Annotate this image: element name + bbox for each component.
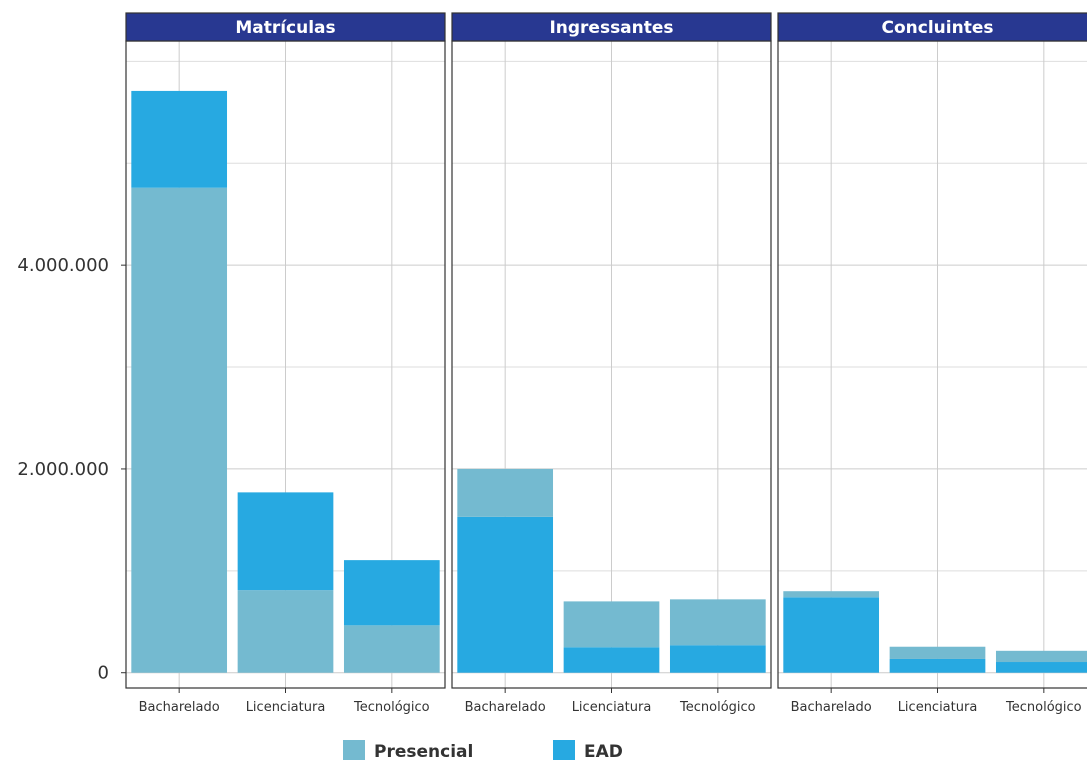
bar-ingressantes-bacharelado-presencial: [457, 468, 554, 517]
legend-swatch-ead: [553, 740, 575, 760]
bar-matriculas-bacharelado-presencial: [131, 187, 228, 673]
bar-matriculas-licenciatura-ead: [237, 492, 334, 591]
x-tick-label: Licenciatura: [246, 700, 326, 715]
x-tick-label: Bacharelado: [465, 700, 546, 715]
x-tick-label: Licenciatura: [572, 700, 652, 715]
legend: Presencial EAD: [343, 740, 623, 760]
bar-concluintes-licenciatura-ead: [889, 658, 986, 673]
legend-label-ead: EAD: [584, 742, 623, 760]
panel-matriculas: Bacharelado Licenciatura Tecnológico Matríc…: [125, 12, 446, 715]
bar-concluintes-bacharelado-presencial: [783, 591, 880, 598]
bar-concluintes-tecnologico-presencial: [995, 650, 1087, 663]
bar-concluintes-licenciatura-presencial: [889, 646, 986, 659]
x-tick-label: Licenciatura: [898, 700, 978, 715]
bar-concluintes-tecnologico-ead: [995, 662, 1087, 673]
y-tick-label: 0: [98, 663, 109, 684]
y-tick-label: 2.000.000: [17, 459, 109, 480]
bar-ingressantes-licenciatura-presencial: [563, 601, 660, 648]
panel-ingressantes: Bacharelado Licenciatura Tecnológico Ingres…: [451, 12, 772, 715]
x-tick-label: Bacharelado: [139, 700, 220, 715]
x-tick-label: Tecnológico: [1005, 700, 1082, 715]
panel-border: [777, 40, 1087, 689]
facet-strip-label: Matrículas: [235, 18, 335, 38]
facet-strip: [777, 12, 1087, 42]
x-tick-label: Tecnológico: [353, 700, 430, 715]
legend-swatch-presencial: [343, 740, 365, 760]
bar-matriculas-licenciatura-presencial: [237, 590, 334, 673]
x-tick-label: Bacharelado: [791, 700, 872, 715]
y-tick-label: 4.000.000: [17, 255, 109, 276]
facet-strip-label: Ingressantes: [549, 18, 673, 38]
panel-concluintes: Bacharelado Licenciatura Tecnológico Conclu…: [777, 12, 1087, 715]
bar-ingressantes-bacharelado-ead: [457, 516, 554, 673]
bar-ingressantes-licenciatura-ead: [563, 647, 660, 673]
bar-matriculas-bacharelado-ead: [131, 90, 228, 188]
bar-ingressantes-tecnologico-ead: [669, 645, 766, 673]
bar-matriculas-tecnologico-ead: [343, 560, 440, 626]
bar-ingressantes-tecnologico-presencial: [669, 599, 766, 646]
bar-matriculas-tecnologico-presencial: [343, 625, 440, 673]
x-tick-label: Tecnológico: [679, 700, 756, 715]
legend-label-presencial: Presencial: [374, 742, 473, 760]
facet-strip-label: Concluintes: [882, 18, 994, 38]
bar-concluintes-bacharelado-ead: [783, 597, 880, 673]
facet-strip: [125, 12, 446, 42]
facet-strip: [451, 12, 772, 42]
y-axis: 0 2.000.000 4.000.000: [17, 255, 126, 684]
